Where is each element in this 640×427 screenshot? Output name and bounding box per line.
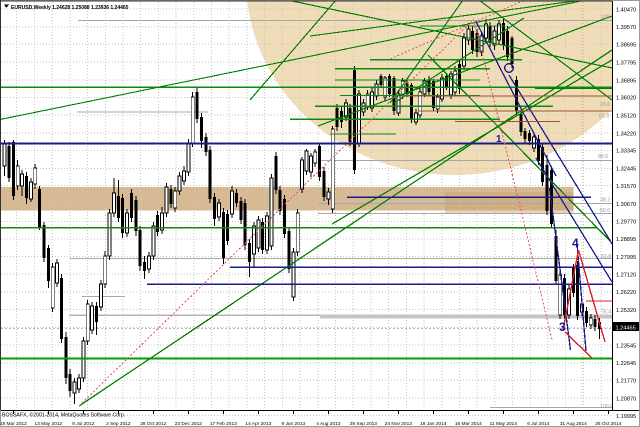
svg-text:1.36020: 1.36020	[616, 96, 636, 102]
svg-text:16 Mar 2014: 16 Mar 2014	[455, 421, 482, 427]
svg-text:1.28895: 1.28895	[616, 237, 636, 243]
svg-text:9 Jun 2013: 9 Jun 2013	[281, 421, 305, 427]
svg-text:23.6: 23.6	[600, 102, 610, 108]
svg-text:1.31570: 1.31570	[616, 184, 636, 190]
svg-text:1.20870: 1.20870	[616, 396, 636, 402]
svg-text:100.0: 100.0	[600, 404, 613, 410]
svg-text:1.40470: 1.40470	[616, 7, 636, 13]
svg-text:11 May 2014: 11 May 2014	[490, 421, 518, 427]
svg-text:2 Sep 2012: 2 Sep 2012	[106, 421, 131, 427]
svg-text:1.39570: 1.39570	[616, 25, 636, 31]
svg-text:1.36895: 1.36895	[616, 78, 636, 84]
svg-text:17 Feb 2013: 17 Feb 2013	[210, 421, 237, 427]
svg-text:13 May 2012: 13 May 2012	[34, 421, 62, 427]
svg-text:1.19995: 1.19995	[616, 414, 636, 420]
svg-text:8 Jul 2012: 8 Jul 2012	[72, 421, 94, 427]
svg-text:4 Aug 2013: 4 Aug 2013	[316, 421, 341, 427]
svg-text:18 Mar 2012: 18 Mar 2012	[0, 421, 27, 427]
svg-text:100.0: 100.0	[601, 15, 614, 21]
svg-text:38.2: 38.2	[600, 198, 610, 204]
svg-text:1.27120: 1.27120	[616, 272, 636, 278]
svg-text:1.24465: 1.24465	[616, 325, 636, 331]
svg-text:14 Apr 2013: 14 Apr 2013	[245, 421, 271, 427]
svg-text:1.33345: 1.33345	[616, 149, 636, 155]
svg-text:BOSSAFX, ©2001-2014, MetaQuote: BOSSAFX, ©2001-2014, MetaQuotes Software…	[2, 412, 125, 419]
svg-text:26 Oct 2014: 26 Oct 2014	[595, 421, 621, 427]
svg-text:1.26220: 1.26220	[616, 290, 636, 296]
svg-text:1.21770: 1.21770	[616, 379, 636, 385]
svg-text:1.23545: 1.23545	[616, 343, 636, 349]
svg-text:1.37795: 1.37795	[616, 60, 636, 66]
svg-text:50.0: 50.0	[600, 208, 610, 214]
svg-text:1.29770: 1.29770	[616, 220, 636, 226]
svg-text:6 Jul 2014: 6 Jul 2014	[527, 421, 549, 427]
svg-text:3: 3	[559, 320, 566, 334]
svg-text:1.22645: 1.22645	[616, 361, 636, 367]
svg-text:29 Sep 2013: 29 Sep 2013	[350, 421, 378, 427]
svg-text:19 Jan 2014: 19 Jan 2014	[420, 421, 447, 427]
svg-text:1.30670: 1.30670	[616, 202, 636, 208]
svg-text:1: 1	[496, 134, 502, 145]
svg-text:23 Dec 2012: 23 Dec 2012	[175, 421, 203, 427]
svg-text:31 Aug 2014: 31 Aug 2014	[560, 421, 587, 427]
svg-text:1.32445: 1.32445	[616, 167, 636, 173]
svg-text:1.35120: 1.35120	[616, 114, 636, 120]
svg-text:61.8: 61.8	[599, 114, 609, 120]
svg-text:88.6: 88.6	[598, 154, 608, 160]
svg-text:24 Nov 2013: 24 Nov 2013	[385, 421, 413, 427]
svg-text:61.8: 61.8	[601, 254, 611, 260]
svg-text:EURUSD,Weekly 1.24628 1.25088: EURUSD,Weekly 1.24628 1.25088 1.23936 1.…	[11, 5, 129, 11]
svg-text:1.38695: 1.38695	[616, 43, 636, 49]
svg-text:1.34220: 1.34220	[616, 131, 636, 137]
svg-text:1.25320: 1.25320	[616, 308, 636, 314]
svg-text:76.4: 76.4	[601, 310, 611, 316]
svg-text:4: 4	[572, 236, 579, 250]
svg-text:1.27995: 1.27995	[616, 255, 636, 261]
svg-text:28 Oct 2012: 28 Oct 2012	[140, 421, 166, 427]
